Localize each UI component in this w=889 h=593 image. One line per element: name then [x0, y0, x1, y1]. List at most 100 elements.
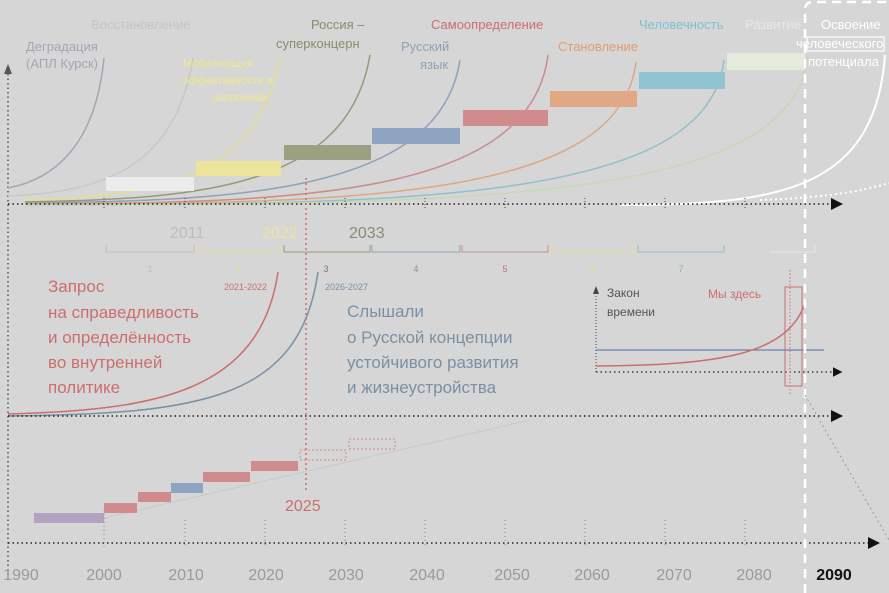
- bar-economic: [196, 161, 281, 176]
- svg-text:1: 1: [147, 264, 152, 274]
- label-formation: Становление: [558, 39, 638, 54]
- svg-text:4: 4: [413, 264, 418, 274]
- svg-text:2020: 2020: [248, 567, 284, 584]
- label-superconcern-2: суперконцерн: [276, 36, 360, 51]
- inset-law-2: времени: [607, 305, 655, 319]
- step-4: [171, 483, 203, 493]
- svg-text:Слышали: Слышали: [347, 302, 424, 321]
- svg-text:2040: 2040: [409, 567, 445, 584]
- svg-text:о Русской концепции: о Русской концепции: [347, 328, 513, 347]
- curve-selfdetermination: [24, 54, 549, 205]
- middle-left-text: Запрос на справедливость и определённост…: [48, 277, 199, 397]
- svg-text:2000: 2000: [86, 567, 122, 584]
- svg-text:2080: 2080: [736, 567, 772, 584]
- svg-text:5: 5: [502, 264, 507, 274]
- curve-formation: [24, 61, 637, 205]
- time-law-inset: Закон времени Мы здесь: [593, 270, 843, 395]
- step-3: [138, 492, 171, 502]
- svg-text:2050: 2050: [494, 567, 530, 584]
- label-economic-2: эффективности и: [183, 75, 273, 87]
- inset-law-1: Закон: [607, 286, 640, 300]
- bar-potential: [806, 36, 885, 52]
- bar-superconcern: [284, 145, 371, 160]
- period-brackets: [105, 245, 816, 253]
- bar-development: [727, 53, 805, 70]
- label-superconcern-1: Россия –: [311, 17, 365, 32]
- label-language-1: Русский: [401, 39, 449, 54]
- label-economic-1: Мобилизация: [183, 58, 253, 70]
- svg-text:2060: 2060: [574, 567, 610, 584]
- label-potential-1: Освоение: [821, 17, 881, 32]
- label-selfdetermination: Самоопределение: [431, 17, 543, 32]
- curve-degradation: [7, 57, 105, 189]
- curve-potential-dotted: [759, 182, 889, 201]
- svg-text:7: 7: [678, 264, 683, 274]
- step-7: [299, 449, 347, 461]
- year-gridlines: [103, 510, 746, 548]
- middle-right-text: Слышали о Русской концепции устойчивого …: [347, 302, 519, 397]
- svg-text:на справедливость: на справедливость: [48, 303, 199, 322]
- bar-language: [372, 128, 460, 144]
- bar-recovery: [106, 177, 194, 191]
- milestone-2022: 2022: [262, 225, 298, 242]
- zoom-connector: [804, 394, 889, 541]
- svg-text:2070: 2070: [656, 567, 692, 584]
- curve-superconcern: [24, 54, 371, 203]
- step-6: [251, 461, 298, 471]
- middle-curve-blue: [7, 271, 319, 417]
- milestone-2033: 2033: [349, 225, 385, 242]
- label-degradation-sub: (АПЛ Курск): [26, 56, 98, 71]
- svg-text:1990: 1990: [3, 567, 39, 584]
- label-potential-3: потенциала: [808, 54, 880, 69]
- label-language-2: язык: [420, 57, 448, 72]
- milestone-2025: 2025: [285, 498, 321, 515]
- curve-economic: [24, 54, 281, 201]
- curve-recovery: [7, 57, 194, 197]
- svg-text:2010: 2010: [168, 567, 204, 584]
- step-8: [348, 438, 396, 450]
- milestone-2011: 2011: [170, 225, 205, 242]
- middle-curve-red: [7, 271, 279, 415]
- step-1: [34, 513, 104, 523]
- x-axis-years: 1990 2000 2010 2020 2030 2040 2050 2060 …: [3, 567, 772, 584]
- svg-text:2: 2: [235, 264, 240, 274]
- top-phase-bars: [106, 36, 885, 191]
- curve-development: [24, 54, 809, 206]
- svg-text:3: 3: [323, 264, 328, 274]
- label-development: Развитие: [745, 17, 801, 32]
- curve-language: [24, 59, 461, 204]
- svg-text:устойчивого развития: устойчивого развития: [347, 353, 519, 372]
- svg-text:2030: 2030: [328, 567, 364, 584]
- bottom-trend-line: [103, 419, 531, 519]
- bracket-3-years: 2026-2027: [325, 282, 368, 292]
- vertical-axis-arrow: [4, 64, 12, 74]
- top-growth-curves: [7, 54, 889, 206]
- bar-humanity: [639, 72, 725, 89]
- step-2: [104, 503, 137, 513]
- future-frame: [803, 0, 889, 593]
- inset-red-curve: [595, 299, 807, 367]
- label-humanity: Человечность: [639, 17, 724, 32]
- svg-text:6: 6: [590, 264, 595, 274]
- top-axis-ticks: [103, 198, 746, 210]
- label-recovery: Восстановление: [91, 17, 190, 32]
- curve-potential: [619, 54, 886, 206]
- label-degradation: Деградация: [26, 39, 98, 54]
- inset-here: Мы здесь: [708, 287, 761, 301]
- svg-text:политике: политике: [48, 378, 120, 397]
- label-potential-2: человеческого: [796, 36, 883, 51]
- x-axis-final-year: 2090: [816, 567, 852, 584]
- top-phase-labels: Деградация (АПЛ Курск) Восстановление Мо…: [26, 17, 883, 104]
- svg-text:во внутренней: во внутренней: [48, 353, 162, 372]
- bracket-2-years: 2021-2022: [224, 282, 267, 292]
- svg-text:Запрос: Запрос: [48, 277, 105, 296]
- bar-formation: [550, 91, 637, 107]
- bracket-numbers: 1 2 3 4 5 6 7: [147, 264, 683, 274]
- bottom-staircase: [34, 438, 396, 523]
- svg-text:и жизнеустройства: и жизнеустройства: [347, 378, 497, 397]
- bar-selfdetermination: [463, 110, 548, 126]
- step-5: [203, 472, 250, 482]
- we-are-here-box: [784, 286, 803, 387]
- label-economic-3: экономики: [213, 92, 267, 104]
